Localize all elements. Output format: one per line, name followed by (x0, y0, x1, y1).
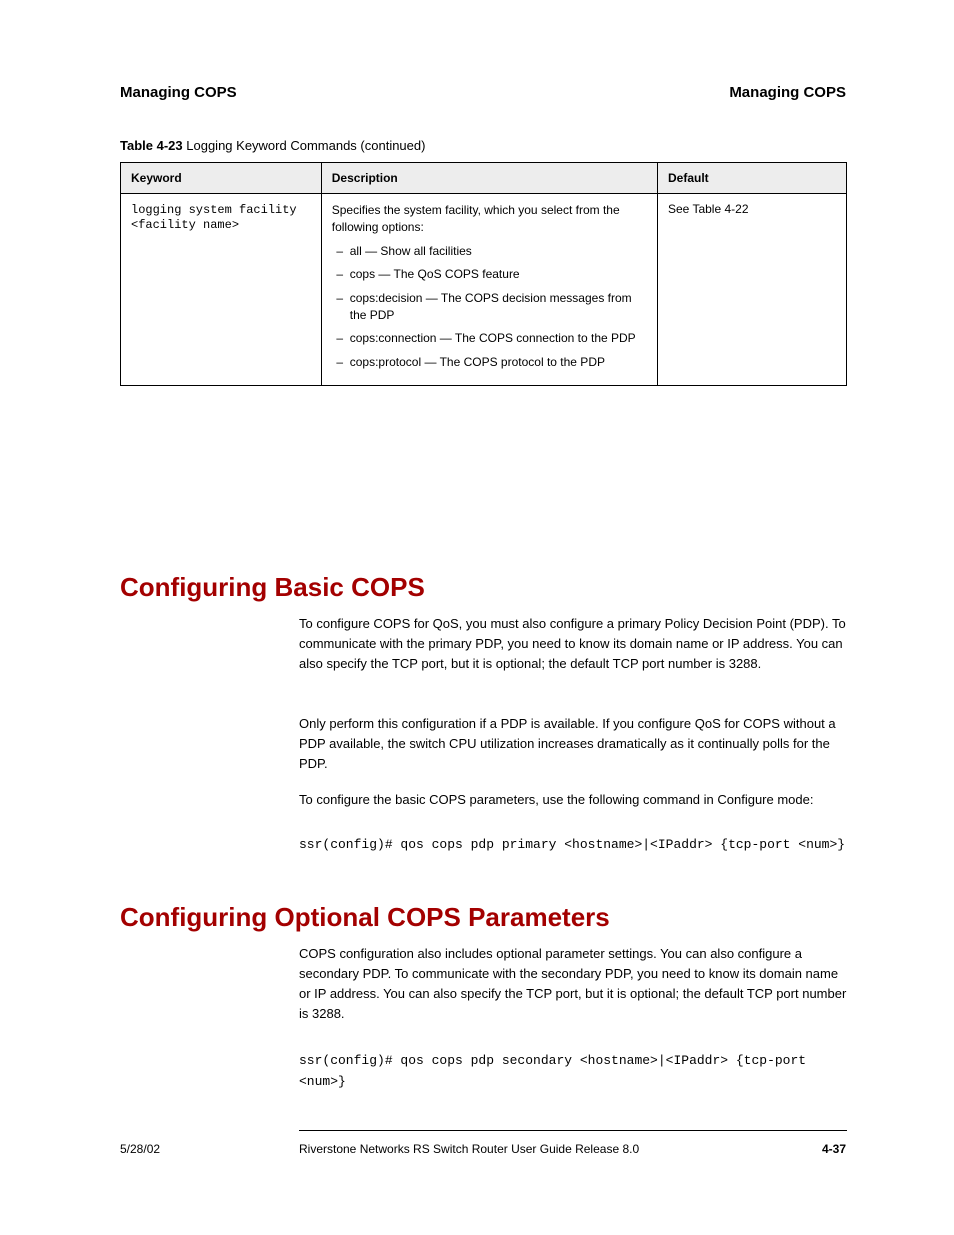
paragraph: To configure COPS for QoS, you must also… (299, 614, 847, 674)
code-text: ssr(config)# qos cops pdp primary <hostn… (299, 837, 845, 852)
paragraph: COPS configuration also includes optiona… (299, 944, 847, 1025)
footer-title: Riverstone Networks RS Switch Router Use… (299, 1142, 639, 1156)
table-header-row: Keyword Description Default (121, 163, 847, 194)
desc-bullet: cops:protocol — The COPS protocol to the… (350, 354, 647, 371)
cell-description: Specifies the system facility, which you… (321, 194, 657, 386)
code-line: ssr(config)# qos cops pdp secondary <hos… (299, 1050, 847, 1092)
bullet-text: cops:decision — The COPS decision messag… (350, 291, 632, 322)
table-caption-text: Logging Keyword Commands (continued) (186, 138, 425, 153)
code-line: ssr(config)# qos cops pdp primary <hostn… (299, 834, 847, 855)
col-header-description: Description (321, 163, 657, 194)
keyword-code: logging system facility <facility name> (131, 203, 297, 232)
bullet-text: cops:protocol — The COPS protocol to the… (350, 355, 605, 369)
desc-intro: Specifies the system facility, which you… (332, 202, 647, 237)
paragraph: To configure the basic COPS parameters, … (299, 790, 847, 810)
section-title-optional-cops: Configuring Optional COPS Parameters (120, 902, 610, 933)
footer-date: 5/28/02 (120, 1142, 160, 1156)
bullet-text: cops — The QoS COPS feature (350, 267, 520, 281)
desc-bullet-list: all — Show all facilities cops — The QoS… (332, 243, 647, 371)
section-title-basic-cops: Configuring Basic COPS (120, 572, 425, 603)
table-row: logging system facility <facility name> … (121, 194, 847, 386)
desc-bullet: cops:decision — The COPS decision messag… (350, 290, 647, 325)
desc-bullet: all — Show all facilities (350, 243, 647, 260)
col-header-default: Default (657, 163, 846, 194)
desc-bullet: cops — The QoS COPS feature (350, 266, 647, 283)
table-caption: Table 4-23 Logging Keyword Commands (con… (120, 138, 425, 153)
desc-bullet: cops:connection — The COPS connection to… (350, 330, 647, 347)
bullet-text: cops:connection — The COPS connection to… (350, 331, 636, 345)
footer-separator (299, 1130, 847, 1131)
bullet-text: all — Show all facilities (350, 244, 472, 258)
col-header-keyword: Keyword (121, 163, 322, 194)
cell-keyword: logging system facility <facility name> (121, 194, 322, 386)
header-left: Managing COPS (120, 84, 237, 101)
code-text: ssr(config)# qos cops pdp secondary <hos… (299, 1053, 806, 1089)
paragraph: Only perform this configuration if a PDP… (299, 714, 847, 774)
table-number: 4-23 (157, 138, 183, 153)
cell-default: See Table 4-22 (657, 194, 846, 386)
logging-keyword-table: Keyword Description Default logging syst… (120, 162, 847, 386)
table-caption-label: Table 4-23 (120, 138, 183, 153)
header-right: Managing COPS (729, 84, 846, 101)
footer-page-number: 4-37 (822, 1142, 846, 1156)
